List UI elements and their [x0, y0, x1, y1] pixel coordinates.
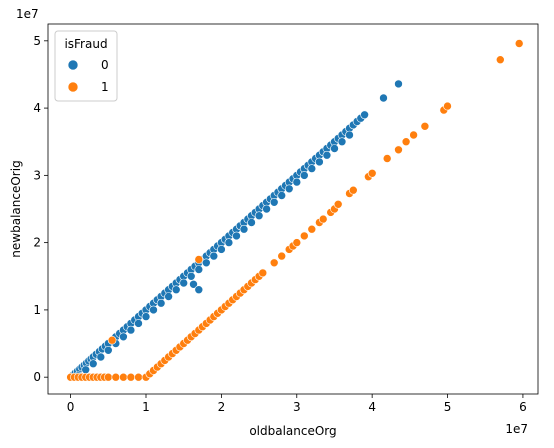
data-point-0	[209, 251, 219, 261]
data-point-0	[189, 279, 198, 289]
data-point-0	[307, 164, 317, 173]
data-point-0	[239, 224, 249, 234]
data-point-1	[277, 251, 287, 261]
data-point-1	[292, 238, 302, 247]
data-point-0	[179, 278, 188, 288]
y-tick-label: 3	[33, 168, 41, 182]
data-point-0	[254, 211, 264, 220]
legend-title: isFraud	[64, 37, 107, 51]
data-point-1	[307, 224, 317, 234]
data-point-0	[134, 319, 143, 328]
legend-marker-1	[67, 81, 79, 93]
data-point-0	[345, 130, 354, 140]
data-point-1	[443, 101, 452, 111]
legend: isFraud 01	[54, 30, 118, 102]
x-axis-ticks: 0 1 2 3 4 5 6	[67, 394, 527, 414]
data-point-1	[126, 372, 136, 382]
data-point-0	[96, 352, 106, 362]
data-point-0	[292, 177, 302, 187]
data-point-0	[315, 157, 324, 167]
data-point-0	[149, 305, 158, 315]
data-point-0	[126, 325, 136, 335]
data-point-1	[194, 255, 204, 264]
data-point-1	[409, 130, 418, 140]
data-point-0	[171, 285, 181, 295]
x-tick-label: 3	[293, 400, 301, 414]
data-point-1	[258, 268, 268, 278]
data-point-1	[104, 372, 113, 382]
data-point-0	[224, 238, 234, 247]
data-point-0	[88, 359, 98, 369]
data-point-1	[420, 122, 430, 131]
data-point-0	[232, 231, 241, 241]
data-point-1	[333, 200, 343, 209]
x-axis-label: oldbalanceOrg	[249, 424, 336, 438]
data-point-0	[194, 285, 204, 295]
data-point-1	[367, 169, 377, 178]
y-axis-ticks: 0 1 2 3 4 5	[33, 34, 48, 384]
data-point-0	[299, 171, 309, 180]
data-point-0	[202, 258, 211, 268]
data-point-0	[104, 345, 113, 355]
y-tick-label: 1	[33, 303, 41, 317]
x-tick-label: 0	[67, 400, 75, 414]
data-point-1	[394, 145, 403, 155]
data-point-1	[348, 185, 358, 195]
data-point-1	[299, 231, 309, 241]
data-point-0	[194, 265, 204, 274]
data-point-0	[337, 137, 347, 146]
legend-label-1: 1	[101, 80, 109, 94]
legend-marker-0	[67, 59, 79, 71]
data-point-0	[81, 365, 90, 375]
data-point-1	[382, 154, 392, 163]
x-tick-label: 1	[142, 400, 150, 414]
y-tick-label: 4	[33, 101, 41, 115]
data-point-0	[284, 184, 294, 194]
x-tick-label: 2	[218, 400, 226, 414]
x-tick-label: 5	[444, 400, 452, 414]
data-point-0	[330, 144, 339, 153]
y-axis-scale-label: 1e7	[16, 7, 39, 21]
data-point-0	[164, 292, 173, 301]
data-point-0	[277, 191, 287, 200]
data-point-1	[401, 137, 411, 146]
data-point-0	[394, 79, 403, 89]
x-tick-label: 6	[519, 400, 527, 414]
data-point-0	[262, 204, 271, 214]
y-axis-label: newbalanceOrig	[9, 160, 23, 257]
data-point-0	[269, 198, 279, 207]
y-tick-label: 2	[33, 236, 41, 250]
data-point-1	[495, 55, 505, 65]
data-point-0	[217, 245, 226, 254]
x-tick-label: 4	[368, 400, 376, 414]
y-tick-label: 5	[33, 34, 41, 48]
points-layer	[66, 39, 524, 382]
data-point-1	[107, 335, 117, 345]
data-point-1	[119, 372, 128, 382]
y-tick-label: 0	[33, 370, 41, 384]
x-axis-scale-label: 1e7	[505, 422, 528, 436]
data-point-1	[514, 39, 524, 48]
data-point-0	[141, 312, 151, 321]
data-point-0	[119, 332, 128, 342]
data-point-0	[360, 110, 369, 120]
data-point-1	[269, 258, 279, 268]
data-point-0	[322, 150, 332, 160]
legend-items: 01	[67, 58, 109, 94]
legend-label-0: 0	[101, 58, 109, 72]
data-point-1	[134, 372, 143, 382]
data-point-0	[156, 298, 166, 308]
data-point-0	[247, 218, 256, 227]
plot-area-frame	[47, 23, 539, 395]
data-point-0	[379, 93, 388, 103]
data-point-0	[186, 271, 196, 281]
data-point-1	[111, 372, 121, 382]
data-point-1	[318, 214, 328, 224]
